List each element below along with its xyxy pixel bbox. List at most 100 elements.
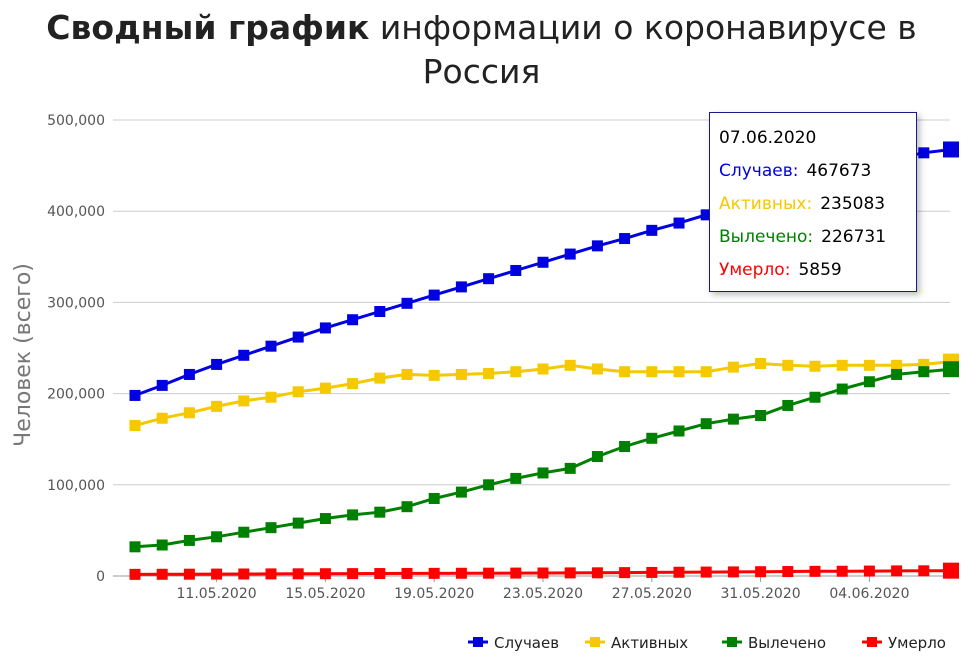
data-point xyxy=(455,281,467,293)
data-point xyxy=(483,479,495,491)
data-point xyxy=(347,378,359,390)
legend-marker xyxy=(727,637,737,647)
data-point xyxy=(564,567,576,579)
legend-item[interactable]: Умерло xyxy=(862,634,946,652)
data-point xyxy=(401,368,413,380)
data-point xyxy=(129,420,141,432)
x-tick-label: 04.06.2020 xyxy=(829,586,909,602)
legend-label: Случаев xyxy=(494,634,559,652)
data-point xyxy=(537,467,549,479)
data-point xyxy=(292,517,304,529)
data-point xyxy=(673,566,685,578)
data-point xyxy=(673,217,685,229)
data-point xyxy=(809,360,821,372)
data-point xyxy=(619,567,631,579)
data-point xyxy=(401,297,413,309)
legend-label: Вылечено xyxy=(748,634,826,652)
series-Вылечено xyxy=(129,361,959,553)
data-point xyxy=(537,567,549,579)
data-point xyxy=(564,462,576,474)
data-point xyxy=(347,509,359,521)
data-point xyxy=(455,486,467,498)
data-point xyxy=(646,224,658,236)
data-point xyxy=(428,289,440,301)
data-point xyxy=(156,379,168,391)
data-point xyxy=(347,568,359,580)
data-point xyxy=(455,567,467,579)
chart-title: Сводный график информации о коронавирусе… xyxy=(0,6,963,94)
data-point xyxy=(918,147,930,159)
data-point xyxy=(483,273,495,285)
data-point xyxy=(646,366,658,378)
data-point xyxy=(374,506,386,518)
data-point xyxy=(510,567,522,579)
legend[interactable]: Случаев Активных Вылечено Умерло xyxy=(468,634,946,652)
legend-label: Активных xyxy=(611,634,688,652)
tooltip-row-active: Активных: 235083 xyxy=(719,188,916,221)
data-point xyxy=(537,256,549,268)
data-point xyxy=(943,141,959,158)
data-point xyxy=(483,368,495,380)
data-point xyxy=(211,358,223,370)
tooltip-value: 467673 xyxy=(806,161,872,181)
data-point xyxy=(673,425,685,437)
data-point xyxy=(265,522,277,534)
data-point xyxy=(673,366,685,378)
data-point xyxy=(918,358,930,370)
legend-marker xyxy=(473,637,483,647)
data-point xyxy=(292,568,304,580)
legend-item[interactable]: Вылечено xyxy=(722,634,826,652)
data-point xyxy=(510,472,522,484)
x-tick-label: 27.05.2020 xyxy=(612,586,692,602)
data-point xyxy=(319,322,331,334)
data-point xyxy=(782,359,794,371)
data-point xyxy=(183,407,195,419)
data-point xyxy=(755,409,767,421)
chart-title-rest: информации о коронавирусе в Россия xyxy=(369,8,917,91)
legend-item[interactable]: Активных xyxy=(585,634,688,652)
data-point xyxy=(863,376,875,388)
y-tick-label: 500,000 xyxy=(47,113,105,129)
data-point xyxy=(211,400,223,412)
data-point xyxy=(510,366,522,378)
tooltip-label: Случаев: xyxy=(719,161,799,181)
x-tick-label: 11.05.2020 xyxy=(177,586,257,602)
data-point xyxy=(782,566,794,578)
data-point xyxy=(782,399,794,411)
data-point xyxy=(183,568,195,580)
data-point xyxy=(619,233,631,245)
data-point xyxy=(591,451,603,463)
y-tick-label: 100,000 xyxy=(47,478,105,494)
data-point xyxy=(319,513,331,525)
series-line xyxy=(134,367,952,549)
data-point xyxy=(428,567,440,579)
data-point xyxy=(836,359,848,371)
tooltip-value: 235083 xyxy=(820,194,886,214)
data-point xyxy=(918,565,930,577)
data-point xyxy=(836,383,848,395)
data-point xyxy=(428,492,440,504)
tooltip-label: Вылечено: xyxy=(719,227,814,247)
tooltip-label: Умерло: xyxy=(719,260,791,280)
data-point xyxy=(374,306,386,318)
data-point xyxy=(129,568,141,580)
data-point xyxy=(943,562,959,579)
data-point xyxy=(156,539,168,551)
data-point xyxy=(646,432,658,444)
y-tick-label: 200,000 xyxy=(47,387,105,403)
data-point xyxy=(374,372,386,384)
data-point xyxy=(646,566,658,578)
data-point xyxy=(292,331,304,343)
legend-item[interactable]: Случаев xyxy=(468,634,559,652)
y-tick-label: 300,000 xyxy=(47,295,105,311)
data-point xyxy=(238,568,250,580)
tooltip-row-cases: Случаев: 467673 xyxy=(719,155,916,188)
data-point xyxy=(211,531,223,543)
data-point xyxy=(700,418,712,430)
data-point xyxy=(809,565,821,577)
data-point xyxy=(591,363,603,375)
data-point xyxy=(428,369,440,381)
series-Умерло xyxy=(129,562,959,580)
data-point xyxy=(265,340,277,352)
data-point xyxy=(401,501,413,513)
